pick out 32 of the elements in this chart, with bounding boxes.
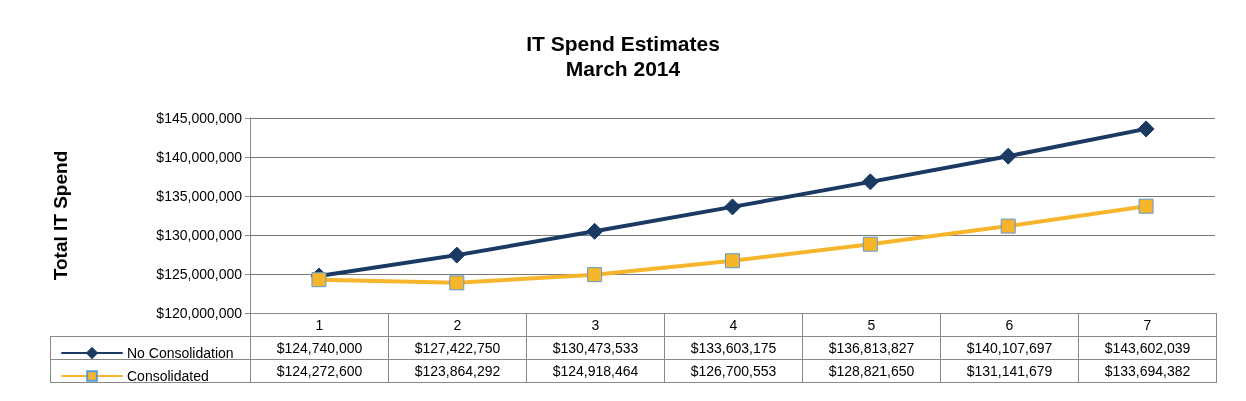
data-label: $131,141,679 bbox=[940, 359, 1079, 383]
data-label: $124,918,464 bbox=[526, 359, 665, 383]
data-label: $124,272,600 bbox=[250, 359, 389, 383]
chart-subtitle: March 2014 bbox=[565, 57, 681, 80]
data-label: $123,864,292 bbox=[388, 359, 527, 383]
data-label: $124,740,000 bbox=[250, 336, 389, 360]
data-label: $128,821,650 bbox=[802, 359, 941, 383]
y-axis-title: Total IT Spend bbox=[50, 150, 71, 281]
data-label: $133,603,175 bbox=[664, 336, 803, 360]
data-label: $126,700,553 bbox=[664, 359, 803, 383]
chart-title: IT Spend Estimates bbox=[526, 32, 720, 55]
x-tick-label: 1 bbox=[250, 313, 389, 337]
y-tick-label: $135,000,000 bbox=[156, 188, 243, 204]
y-tick-label: $120,000,000 bbox=[156, 305, 243, 321]
x-tick-label: 5 bbox=[802, 313, 941, 337]
x-tick-label: 2 bbox=[388, 313, 527, 337]
x-tick-label: 4 bbox=[664, 313, 803, 337]
y-tick-label: $145,000,000 bbox=[156, 110, 243, 126]
data-label: $127,422,750 bbox=[388, 336, 527, 360]
y-tick-label: $125,000,000 bbox=[156, 266, 243, 282]
y-tick-label: $130,000,000 bbox=[156, 227, 243, 243]
data-label: $130,473,533 bbox=[526, 336, 665, 360]
data-label: $143,602,039 bbox=[1078, 336, 1217, 360]
legend-label: No Consolidation bbox=[127, 345, 234, 361]
y-tick-label: $140,000,000 bbox=[156, 149, 243, 165]
x-tick-label: 3 bbox=[526, 313, 665, 337]
x-tick-label: 7 bbox=[1078, 313, 1217, 337]
data-label: $140,107,697 bbox=[940, 336, 1079, 360]
data-label: $133,694,382 bbox=[1078, 359, 1217, 383]
legend-label: Consolidated bbox=[127, 368, 209, 384]
data-label: $136,813,827 bbox=[802, 336, 941, 360]
x-tick-label: 6 bbox=[940, 313, 1079, 337]
